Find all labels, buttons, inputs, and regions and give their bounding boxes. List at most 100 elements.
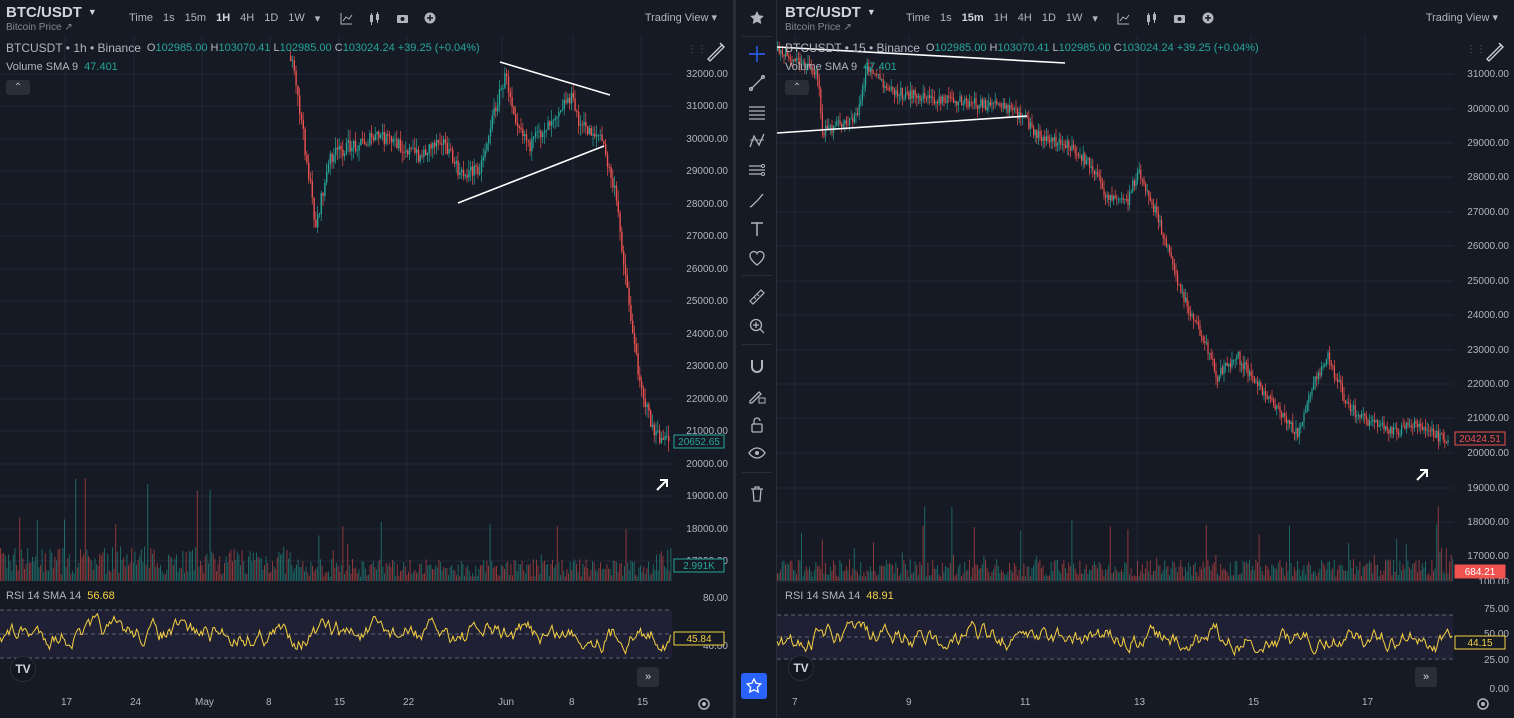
l-vol-bar-324 [518, 563, 520, 581]
camera-icon[interactable] [1173, 11, 1187, 25]
r-vol-bar-75 [897, 567, 898, 581]
l-vol-bar-259 [414, 569, 416, 581]
r-vol-bar-291 [1242, 560, 1244, 581]
trend-line-icon[interactable] [745, 71, 769, 95]
crosshair-icon[interactable] [745, 42, 769, 66]
prediction-icon[interactable] [745, 158, 769, 182]
panel-divider[interactable] [733, 0, 735, 718]
lock-icon[interactable] [745, 413, 769, 437]
collapse-legend-button[interactable]: ⌃ [785, 80, 809, 95]
tf-15m[interactable]: 15m [961, 12, 984, 24]
symbol-subtitle[interactable]: Bitcoin Price ↗ [6, 21, 73, 33]
tf-1h[interactable]: 1H [216, 12, 231, 24]
lock-pencil-icon[interactable] [745, 384, 769, 408]
magnet-icon[interactable] [745, 354, 769, 378]
r-vol-bar-138 [997, 565, 999, 581]
add-icon[interactable] [423, 11, 437, 25]
add-icon[interactable] [1201, 11, 1215, 25]
r-candle-268 [1205, 342, 1207, 344]
tf-1s[interactable]: 1s [940, 12, 952, 24]
favorites-star-icon[interactable] [745, 6, 769, 30]
candles-icon[interactable] [367, 11, 381, 25]
tf-1w[interactable]: 1W [1065, 12, 1083, 24]
symbol-subtitle[interactable]: Bitcoin Price ↗ [785, 21, 852, 33]
pen-corner-icon[interactable] [705, 40, 727, 62]
l-vol-bar-48 [76, 567, 78, 581]
l-vol-bar-8 [12, 554, 14, 581]
chart-type-icon[interactable] [1117, 11, 1131, 25]
zoom-in-icon[interactable] [745, 314, 769, 338]
l-vol-bar-10 [16, 564, 17, 581]
r-vol-bar-306 [1266, 566, 1268, 581]
tf-more-icon[interactable]: ▾ [314, 12, 321, 25]
symbol-dropdown-icon[interactable]: ▼ [87, 7, 97, 17]
drag-handle-icon[interactable]: ⋮⋮ [1466, 44, 1486, 55]
l-vol-bar-195 [312, 565, 313, 581]
tf-1s[interactable]: 1s [163, 12, 175, 24]
tf-more-icon[interactable]: ▾ [1092, 12, 1098, 25]
settings-icon[interactable] [697, 697, 711, 711]
r-vol-bar-202 [1100, 563, 1102, 581]
pattern-icon[interactable] [745, 129, 769, 153]
r-vol-bar-294 [1247, 563, 1249, 581]
symbol-name[interactable]: BTC/USDT [785, 3, 861, 21]
eye-icon[interactable] [745, 441, 769, 465]
right-price-chart[interactable] [777, 36, 1514, 584]
camera-icon[interactable] [395, 11, 409, 25]
collapse-legend-button[interactable]: ⌃ [6, 80, 30, 95]
tradingview-logo[interactable]: TV [10, 656, 36, 682]
r-candle-124 [975, 98, 977, 106]
l-candle-173 [601, 134, 603, 142]
tf-1w[interactable]: 1W [288, 12, 305, 24]
fib-icon[interactable] [745, 100, 769, 124]
r-candle-347 [1332, 365, 1334, 367]
ruler-icon[interactable] [745, 285, 769, 309]
scroll-right-button[interactable]: » [637, 667, 659, 687]
r-candle-261 [1194, 320, 1196, 321]
r-candle-185 [1073, 144, 1075, 148]
pen-corner-icon[interactable] [1484, 40, 1506, 62]
symbol-name[interactable]: BTC/USDT [6, 3, 82, 21]
r-candle-303 [1261, 386, 1263, 395]
tf-time[interactable]: Time [129, 12, 154, 24]
right-price-axis[interactable]: 31000.0030000.0029000.0028000.0027000.00… [1453, 36, 1514, 584]
scroll-right-button[interactable]: » [1415, 667, 1437, 687]
trash-icon[interactable] [745, 482, 769, 506]
favorite-drawings-button[interactable] [741, 673, 767, 699]
text-icon[interactable] [745, 217, 769, 241]
symbol-dropdown-icon[interactable]: ▼ [866, 7, 876, 17]
r-candle-322 [1292, 421, 1294, 433]
r-candle-257 [1188, 306, 1190, 314]
left-price-axis[interactable]: 32000.0031000.0030000.0029000.0028000.00… [672, 36, 733, 584]
drag-handle-icon[interactable]: ⋮⋮ [687, 44, 707, 55]
r-vol-bar-251 [1178, 566, 1180, 581]
r-vol-bar-247 [1172, 560, 1174, 581]
r-vol-bar-231 [1146, 561, 1148, 581]
tradingview-logo[interactable]: TV [788, 655, 814, 681]
tf-4h[interactable]: 4H [240, 12, 255, 24]
settings-icon[interactable] [1476, 697, 1490, 711]
l-vol-bar-53 [84, 478, 86, 581]
candles-icon[interactable] [1145, 11, 1159, 25]
l-candle-10 [308, 162, 310, 179]
left-price-chart[interactable] [0, 36, 733, 584]
tf-1d[interactable]: 1D [1041, 12, 1056, 24]
heart-icon[interactable] [745, 246, 769, 270]
tf-1h[interactable]: 1H [993, 12, 1008, 24]
l-candle-63 [403, 152, 405, 153]
chart-type-icon[interactable] [339, 11, 353, 25]
trading-view-menu[interactable]: Trading View ▾ [1425, 12, 1498, 24]
brush-icon[interactable] [745, 188, 769, 212]
r-vol-bar-193 [1085, 564, 1087, 581]
tf-time[interactable]: Time [906, 12, 931, 24]
tf-4h[interactable]: 4H [1017, 12, 1032, 24]
r-candle-17 [804, 61, 806, 67]
tf-15m[interactable]: 15m [184, 12, 207, 24]
tf-1d[interactable]: 1D [264, 12, 279, 24]
trading-view-menu[interactable]: Trading View ▾ [644, 12, 717, 24]
l-vol-bar-320 [512, 575, 513, 581]
l-vol-bar-203 [324, 572, 326, 581]
l-vol-bar-290 [464, 575, 465, 581]
